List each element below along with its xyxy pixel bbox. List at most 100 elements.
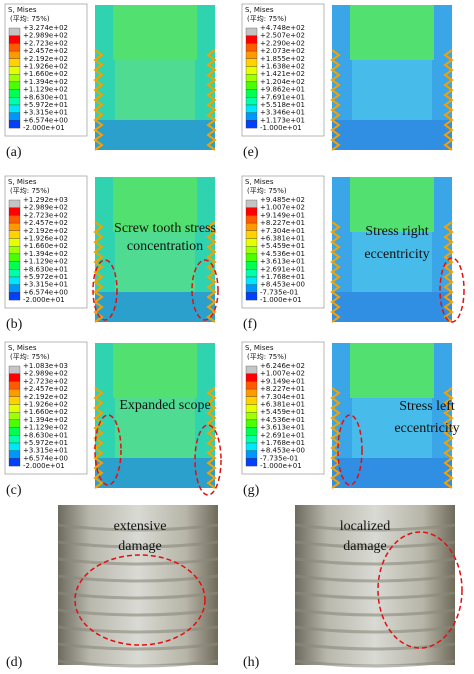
highlight-ellipse xyxy=(92,259,118,321)
legend-value: +4.748e+02 xyxy=(260,24,305,32)
color-band xyxy=(8,458,21,467)
legend-value: +5.459e+01 xyxy=(260,408,305,416)
panel-label: (b) xyxy=(6,317,23,332)
thread-ridge xyxy=(294,642,456,651)
color-band xyxy=(8,450,21,459)
color-band xyxy=(245,81,258,90)
color-band xyxy=(8,104,21,113)
photo-panel: extensive damage (d) xyxy=(6,505,219,670)
color-band xyxy=(8,81,21,90)
model-core xyxy=(115,398,195,458)
legend-value: +1.007e+02 xyxy=(260,370,305,378)
model-shaft xyxy=(113,177,197,232)
color-band xyxy=(8,435,21,444)
model-shaft xyxy=(113,5,197,60)
thread-ridge xyxy=(294,625,456,634)
legend-value: +3.274e+02 xyxy=(23,24,68,32)
thread-left xyxy=(93,49,104,151)
model-base xyxy=(332,458,452,488)
color-band xyxy=(245,43,258,52)
color-band xyxy=(245,276,258,285)
legend-subtitle: (平均: 75%) xyxy=(247,352,287,361)
legend-value: +8.453e+00 xyxy=(260,281,305,289)
model-base xyxy=(95,458,215,488)
legend-value: +2.723e+02 xyxy=(23,39,68,47)
color-band xyxy=(8,58,21,67)
color-band xyxy=(245,238,258,247)
color-band xyxy=(8,419,21,428)
highlight-ellipse xyxy=(337,414,363,486)
legend-value: +1.129e+02 xyxy=(23,86,68,94)
color-band xyxy=(8,292,21,301)
legend-value: +2.290e+02 xyxy=(260,39,305,47)
legend-value: +6.574e+00 xyxy=(23,288,68,296)
legend-value: +1.083e+03 xyxy=(23,362,68,370)
color-band xyxy=(245,373,258,382)
color-band xyxy=(245,253,258,262)
legend-value: +9.485e+02 xyxy=(260,196,305,204)
color-band xyxy=(245,442,258,451)
legend-value: +9.862e+01 xyxy=(260,86,305,94)
legend-value: +6.381e+01 xyxy=(260,401,305,409)
color-band xyxy=(245,120,258,129)
legend-value: +1.129e+02 xyxy=(23,424,68,432)
thread-ridge xyxy=(57,574,219,583)
legend-subtitle: (平均: 75%) xyxy=(247,186,287,195)
panel-label: (a) xyxy=(6,145,22,160)
thread-ridge xyxy=(294,591,456,600)
panel-label: (c) xyxy=(6,483,22,498)
color-band xyxy=(8,120,21,129)
legend-value: +3.613e+01 xyxy=(260,258,305,266)
legend-value: +2.192e+02 xyxy=(23,393,68,401)
legend-value: +6.246e+02 xyxy=(260,362,305,370)
legend-value: +1.638e+02 xyxy=(260,63,305,71)
annotation: damage xyxy=(118,539,162,554)
model-core xyxy=(115,60,195,120)
annotation: localized xyxy=(340,519,391,534)
color-band xyxy=(245,97,258,106)
thread-ridge xyxy=(294,523,456,532)
panel: S, Mises(平均: 75%)+1.083e+03+2.989e+02+2.… xyxy=(4,341,222,498)
model-shaft xyxy=(350,177,434,232)
panel-label: (f) xyxy=(243,317,257,332)
legend-value: +9.149e+01 xyxy=(260,377,305,385)
color-band xyxy=(245,66,258,75)
legend-value: +1.007e+02 xyxy=(260,204,305,212)
legend-value: +8.227e+01 xyxy=(260,219,305,227)
model-shaft xyxy=(113,343,197,398)
legend-value: +2.457e+02 xyxy=(23,385,68,393)
annotation: extensive xyxy=(114,519,167,534)
thread-right xyxy=(443,49,454,151)
legend-value: +1.660e+02 xyxy=(23,408,68,416)
model-core xyxy=(352,398,432,458)
legend-value: +1.768e+01 xyxy=(260,439,305,447)
thread-ridge xyxy=(57,591,219,600)
legend-title: S, Mises xyxy=(245,178,274,186)
legend-value: -2.000e+01 xyxy=(23,124,65,132)
color-band xyxy=(245,427,258,436)
legend-value: +5.972e+01 xyxy=(23,439,68,447)
legend-value: +2.989e+02 xyxy=(23,204,68,212)
color-band xyxy=(8,199,21,208)
legend-value: -2.000e+01 xyxy=(23,296,65,304)
panel-label: (e) xyxy=(243,145,259,160)
color-band xyxy=(245,74,258,83)
legend-title: S, Mises xyxy=(245,344,274,352)
photo xyxy=(295,505,455,665)
thread-right xyxy=(206,49,217,151)
legend-value: +4.536e+01 xyxy=(260,250,305,258)
color-band xyxy=(8,365,21,374)
color-band xyxy=(8,43,21,52)
thread-ridge xyxy=(57,642,219,651)
legend-value: +2.691e+01 xyxy=(260,265,305,273)
color-band xyxy=(245,458,258,467)
color-band xyxy=(8,89,21,98)
panel-label: (h) xyxy=(243,655,260,670)
legend-value: +2.192e+02 xyxy=(23,227,68,235)
color-band xyxy=(8,74,21,83)
color-band xyxy=(245,435,258,444)
legend-value: +3.346e+01 xyxy=(260,109,305,117)
color-band xyxy=(8,261,21,270)
color-band xyxy=(245,269,258,278)
legend-value: +1.926e+02 xyxy=(23,63,68,71)
